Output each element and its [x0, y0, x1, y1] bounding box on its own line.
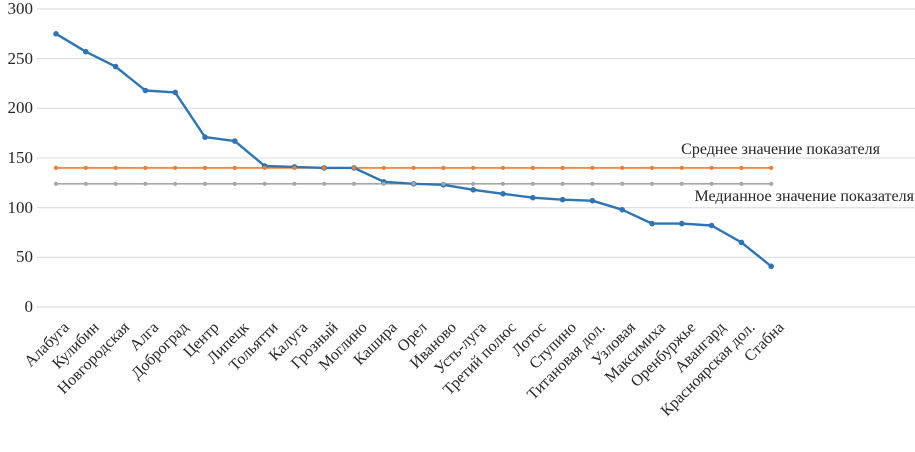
mean-line-marker: [709, 165, 714, 170]
median-line-marker: [202, 181, 208, 186]
mean-line-marker: [679, 165, 684, 170]
mean-line-marker: [292, 165, 297, 170]
main-series-marker: [112, 63, 119, 70]
mean-line-marker: [143, 165, 148, 170]
median-line-marker: [679, 181, 684, 186]
mean-line-marker: [530, 165, 535, 170]
median-line-marker: [262, 181, 267, 186]
y-tick-label: 250: [7, 49, 34, 68]
mean-line-label: Среднее значение показателя: [681, 141, 880, 158]
main-series-marker: [589, 197, 596, 204]
mean-line-marker: [411, 165, 416, 170]
y-tick-label: 50: [16, 247, 33, 266]
y-tick-label: 300: [7, 0, 34, 18]
main-series-marker: [83, 48, 89, 55]
main-series-marker: [768, 263, 774, 270]
mean-line-marker: [471, 165, 476, 170]
median-line-marker: [83, 181, 88, 186]
median-line-marker: [173, 181, 178, 186]
median-line-marker: [292, 181, 297, 186]
median-line-marker: [709, 181, 714, 186]
main-series-marker: [708, 222, 715, 229]
median-line-marker: [620, 181, 625, 186]
median-line-marker: [649, 181, 655, 186]
median-line-marker: [530, 181, 535, 186]
main-series-marker: [232, 138, 238, 144]
main-series-marker: [679, 220, 685, 227]
mean-line-marker: [351, 165, 357, 170]
mean-line-marker: [739, 165, 744, 170]
mean-line-marker: [232, 165, 237, 170]
median-line-marker: [739, 181, 744, 186]
main-series-marker: [738, 239, 745, 246]
mean-line-marker: [769, 165, 774, 170]
mean-line-marker: [590, 165, 595, 170]
main-series-marker: [559, 196, 566, 203]
median-line-marker: [471, 181, 476, 186]
median-line-marker: [500, 181, 506, 186]
main-series-marker: [53, 31, 59, 37]
mean-line-marker: [53, 165, 59, 170]
y-tick-label: 150: [7, 148, 34, 167]
mean-line-marker: [441, 165, 446, 170]
mean-line-marker: [500, 165, 506, 170]
median-line-marker: [53, 181, 59, 186]
mean-line-marker: [83, 165, 88, 170]
median-line-marker: [113, 181, 118, 186]
mean-line-marker: [381, 165, 386, 170]
y-tick-label: 200: [7, 98, 34, 117]
median-line-marker: [590, 181, 595, 186]
median-line-marker: [769, 181, 774, 186]
main-series-marker: [619, 206, 625, 213]
median-line-label: Медианное значение показателя: [694, 188, 915, 205]
main-series-marker: [470, 187, 477, 193]
median-line-marker: [322, 181, 327, 186]
median-line-marker: [232, 181, 237, 186]
y-tick-label: 100: [7, 198, 34, 217]
main-series-marker: [649, 220, 655, 227]
main-series-marker: [142, 87, 149, 94]
main-series-marker: [500, 191, 506, 197]
main-series-marker: [530, 194, 536, 201]
mean-line-marker: [649, 165, 655, 170]
mean-line-marker: [262, 165, 267, 170]
median-line-marker: [143, 181, 148, 186]
y-tick-label: 0: [24, 297, 34, 316]
main-series-line: [54, 32, 773, 268]
median-line-marker: [411, 181, 416, 186]
main-series-marker: [172, 89, 178, 96]
mean-line-marker: [560, 165, 565, 170]
mean-line-marker: [202, 165, 208, 170]
main-series-marker: [202, 134, 208, 140]
mean-line-marker: [173, 165, 178, 170]
mean-line-marker: [113, 165, 118, 170]
mean-line-marker: [620, 165, 625, 170]
median-line-marker: [560, 181, 565, 186]
median-line-marker: [441, 181, 446, 186]
mean-line-marker: [322, 165, 327, 170]
median-line-marker: [351, 181, 357, 186]
median-line-marker: [381, 181, 386, 186]
